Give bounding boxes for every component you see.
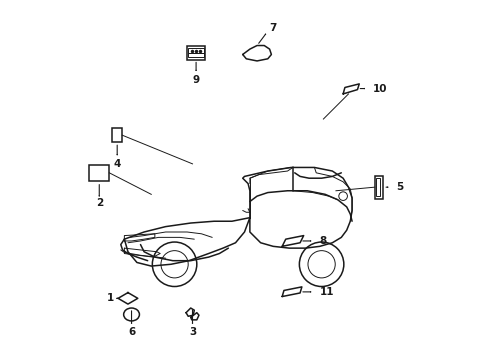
Bar [112, 128, 122, 142]
Text: 9: 9 [192, 75, 199, 85]
Bar [186, 46, 205, 59]
Text: 5: 5 [395, 182, 402, 192]
Text: 3: 3 [188, 327, 196, 337]
Bar [89, 165, 109, 181]
Bar [188, 53, 203, 57]
Text: 7: 7 [268, 23, 276, 33]
Bar [188, 49, 203, 53]
Text: 11: 11 [319, 287, 334, 297]
Text: 2: 2 [96, 198, 102, 208]
Text: 8: 8 [319, 236, 326, 246]
Text: 10: 10 [372, 84, 386, 94]
Text: 6: 6 [128, 327, 135, 337]
Bar [374, 176, 383, 199]
Text: 1: 1 [106, 293, 113, 303]
Text: 4: 4 [113, 159, 121, 169]
Bar [375, 178, 379, 197]
